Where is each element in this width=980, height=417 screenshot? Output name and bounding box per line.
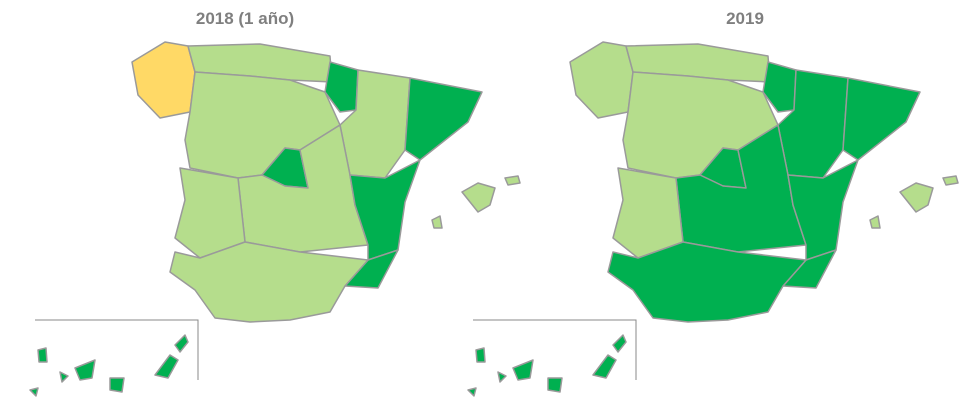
map-2018 bbox=[29, 41, 521, 397]
map-title: 2019 bbox=[726, 9, 764, 28]
map-2019 bbox=[467, 41, 959, 397]
map-title: 2018 (1 año) bbox=[196, 9, 294, 28]
